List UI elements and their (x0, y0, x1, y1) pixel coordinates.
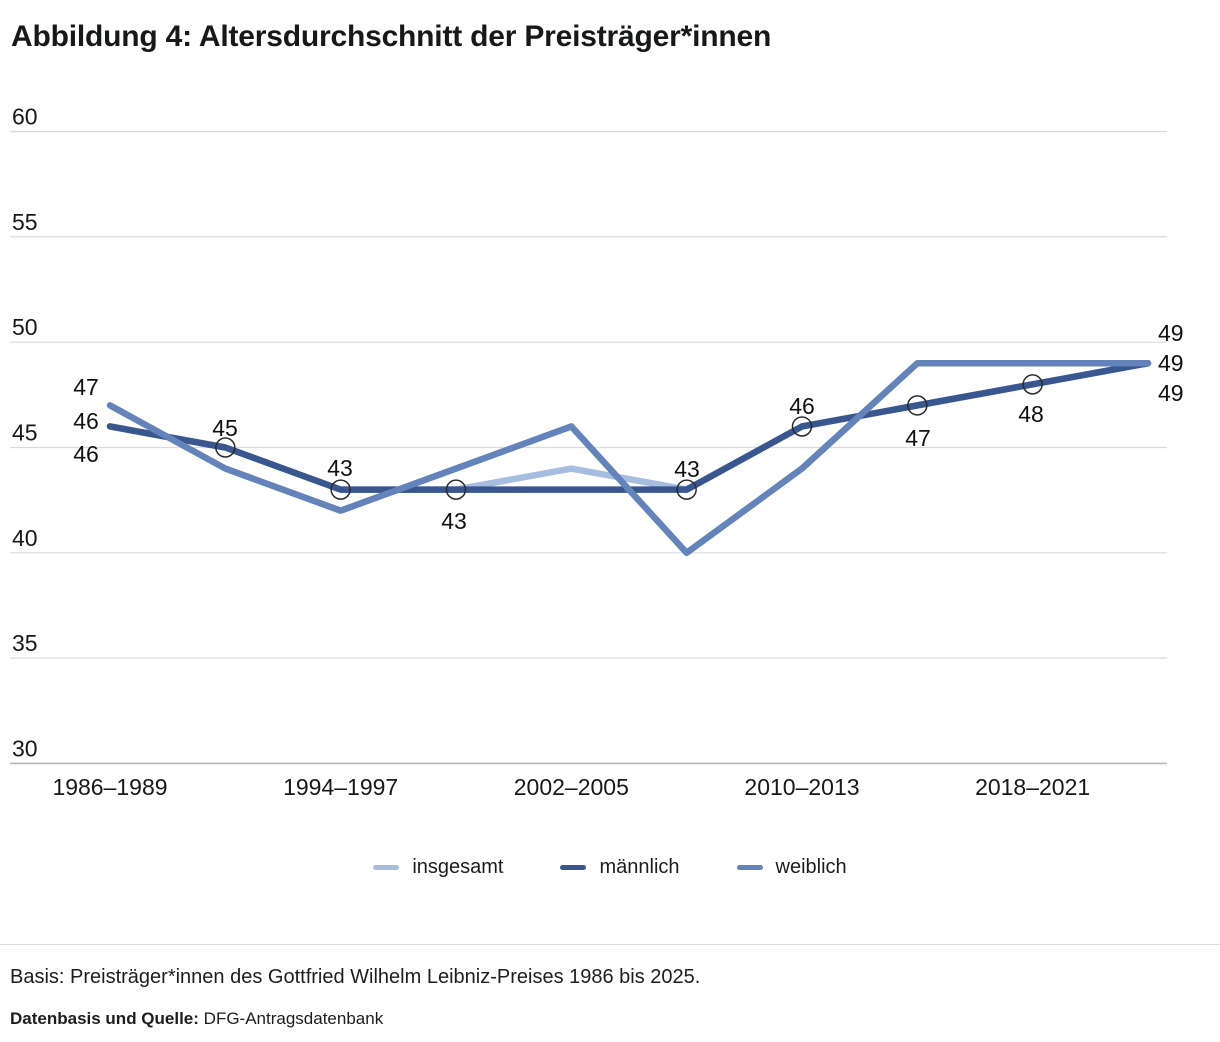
x-tick-label-1994–1997: 1994–1997 (283, 774, 398, 800)
legend-item-insgesamt: insgesamt (373, 856, 503, 879)
value-label-männlich-2014–2017: 47 (905, 425, 931, 451)
value-label-männlich-2010–2013: 46 (789, 393, 815, 419)
marker-männlich-1990–1993 (215, 437, 236, 458)
legend-label-maennlich: männlich (599, 856, 680, 878)
y-tick-label-45: 45 (12, 420, 38, 446)
value-label-männlich-2006–2009: 43 (674, 456, 700, 482)
value-label-insgesamt-1986–1989: 46 (73, 441, 99, 467)
marker-männlich-2018–2021 (1022, 374, 1043, 395)
legend-label-weiblich: weiblich (775, 856, 847, 878)
marker-männlich-2014–2017 (907, 395, 928, 416)
legend-item-maennlich: männlich (560, 856, 680, 879)
y-tick-label-30: 30 (12, 735, 38, 761)
marker-männlich-2006–2009 (676, 479, 697, 500)
footer-source-line: Datenbasis und Quelle: DFG-Antragsdatenb… (10, 1009, 383, 1029)
x-tick-label-2010–2013: 2010–2013 (744, 774, 859, 800)
value-label-insgesamt-2022–2025: 49 (1158, 380, 1184, 406)
footer-divider (0, 944, 1220, 945)
chart-title: Abbildung 4: Altersdurchschnitt der Prei… (11, 20, 772, 53)
value-label-männlich-1994–1997: 43 (327, 455, 353, 481)
legend-swatch-insgesamt (373, 865, 400, 870)
value-label-männlich-1998–2001: 43 (441, 508, 467, 534)
value-label-männlich-1990–1993: 45 (212, 415, 238, 441)
y-tick-label-55: 55 (12, 209, 38, 235)
value-label-männlich-1986–1989: 46 (73, 408, 99, 434)
series-line-insgesamt (106, 360, 1152, 493)
value-label-weiblich-1986–1989: 47 (73, 374, 99, 400)
footer-source-label: Datenbasis und Quelle: (10, 1009, 199, 1028)
legend-label-insgesamt: insgesamt (412, 856, 504, 878)
line-chart: 30 35 40 45 50 55 60 1986–1989 1994–1997 2002–200… (10, 104, 1184, 800)
footer-basis-text: Basis: Preisträger*innen des Gottfried W… (10, 966, 701, 988)
marker-männlich-2010–2013 (791, 416, 813, 437)
chart-legend: insgesamt männlich weiblich (0, 856, 1220, 879)
legend-swatch-maennlich (560, 865, 587, 870)
value-label-männlich-2022–2025: 49 (1158, 350, 1184, 376)
x-tick-label-2018–2021: 2018–2021 (975, 774, 1090, 800)
legend-swatch-weiblich (736, 865, 763, 870)
y-tick-label-40: 40 (12, 525, 38, 551)
y-tick-label-50: 50 (12, 314, 38, 340)
x-tick-label-1986–1989: 1986–1989 (52, 774, 167, 800)
footer-source-value: DFG-Antragsdatenbank (203, 1009, 384, 1028)
value-label-weiblich-2022–2025: 49 (1158, 320, 1184, 346)
series-line-weiblich (106, 360, 1152, 557)
marker-männlich-1998–2001 (445, 479, 467, 500)
x-tick-label-2002–2005: 2002–2005 (514, 774, 629, 800)
marker-männlich-1994–1997 (330, 479, 351, 500)
y-tick-label-60: 60 (12, 104, 38, 130)
series-line-männlich (106, 360, 1152, 493)
value-label-männlich-2018–2021: 48 (1018, 401, 1044, 427)
y-tick-label-35: 35 (12, 630, 38, 656)
legend-item-weiblich: weiblich (736, 856, 847, 879)
